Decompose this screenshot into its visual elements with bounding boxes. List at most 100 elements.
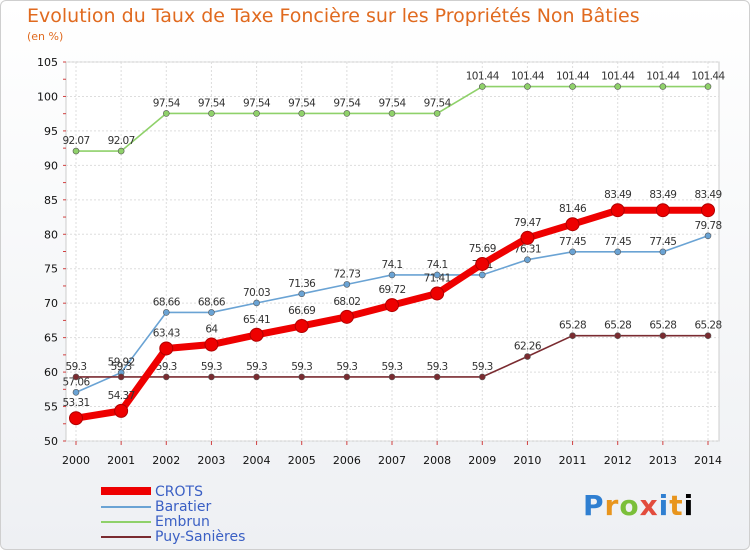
data-point bbox=[388, 110, 396, 117]
data-point bbox=[430, 286, 445, 301]
data-point bbox=[159, 341, 174, 356]
data-point bbox=[565, 217, 580, 232]
data-point bbox=[475, 256, 490, 271]
data-label: 101.44 bbox=[556, 71, 590, 83]
data-label: 59.3 bbox=[111, 361, 132, 373]
x-tick-label: 2001 bbox=[107, 454, 135, 467]
logo-letter: r bbox=[604, 489, 620, 522]
logo-letter: o bbox=[619, 489, 640, 522]
x-tick-label: 2009 bbox=[468, 454, 496, 467]
data-point bbox=[208, 373, 215, 381]
y-tick-label: 75 bbox=[44, 263, 58, 276]
data-point bbox=[524, 83, 531, 90]
data-label: 97.54 bbox=[424, 97, 452, 109]
data-label: 59.92 bbox=[108, 357, 135, 369]
data-label: 92.07 bbox=[108, 135, 135, 147]
data-label: 97.54 bbox=[153, 97, 181, 109]
data-point bbox=[524, 256, 531, 264]
y-tick-label: 85 bbox=[44, 194, 58, 207]
data-point bbox=[614, 83, 622, 90]
chart-subtitle: (en %) bbox=[27, 30, 64, 43]
y-tick-label: 105 bbox=[37, 56, 58, 69]
data-point bbox=[72, 389, 80, 396]
data-point bbox=[343, 281, 351, 288]
data-point bbox=[208, 309, 215, 316]
data-label: 59.3 bbox=[66, 361, 87, 373]
y-tick-label: 80 bbox=[44, 228, 58, 241]
data-label: 59.3 bbox=[246, 361, 267, 373]
y-tick-label: 70 bbox=[44, 297, 58, 310]
x-tick-label: 2005 bbox=[288, 454, 316, 467]
legend-label: CROTS bbox=[155, 484, 203, 500]
data-label: 62.26 bbox=[514, 341, 542, 353]
data-label: 83.49 bbox=[649, 189, 676, 201]
y-tick-label: 100 bbox=[37, 90, 58, 103]
x-tick-label: 2008 bbox=[423, 454, 451, 467]
data-label: 68.66 bbox=[198, 296, 226, 308]
x-tick-label: 2014 bbox=[694, 454, 722, 467]
data-point bbox=[298, 110, 306, 117]
x-tick-label: 2000 bbox=[62, 454, 90, 467]
x-tick-label: 2012 bbox=[604, 454, 632, 467]
data-label: 59.3 bbox=[472, 361, 493, 373]
data-point bbox=[162, 373, 170, 381]
data-point bbox=[343, 373, 351, 381]
data-label: 77.45 bbox=[649, 236, 676, 248]
data-point bbox=[478, 83, 486, 90]
data-label: 72.73 bbox=[333, 268, 360, 280]
legend-label: Embrun bbox=[155, 514, 210, 530]
data-label: 65.28 bbox=[604, 320, 631, 332]
data-label: 75.69 bbox=[469, 243, 496, 255]
x-tick-label: 2011 bbox=[559, 454, 587, 467]
y-tick-label: 55 bbox=[44, 401, 58, 414]
data-point bbox=[114, 403, 129, 418]
data-point bbox=[520, 230, 535, 245]
data-point bbox=[253, 299, 260, 307]
data-label: 101.44 bbox=[601, 71, 635, 83]
data-point bbox=[204, 337, 219, 352]
data-point bbox=[117, 373, 125, 381]
data-label: 77.45 bbox=[604, 236, 631, 248]
x-tick-label: 2010 bbox=[513, 454, 541, 467]
logo-letter: x bbox=[639, 489, 659, 522]
data-point bbox=[253, 110, 260, 117]
data-label: 81.46 bbox=[559, 203, 587, 215]
data-point bbox=[433, 110, 441, 117]
data-label: 65.28 bbox=[694, 320, 721, 332]
data-label: 74.1 bbox=[382, 259, 403, 271]
y-tick-label: 90 bbox=[44, 159, 58, 172]
data-point bbox=[704, 232, 712, 240]
data-label: 77.45 bbox=[559, 236, 586, 248]
legend-swatch bbox=[101, 487, 151, 495]
data-point bbox=[610, 203, 625, 218]
data-point bbox=[388, 271, 396, 279]
data-point bbox=[117, 147, 125, 155]
data-point bbox=[208, 110, 215, 117]
data-label: 83.49 bbox=[604, 189, 631, 201]
data-label: 101.44 bbox=[646, 71, 680, 83]
chart-title: Evolution du Taux de Taxe Foncière sur l… bbox=[27, 5, 640, 27]
x-tick-label: 2002 bbox=[152, 454, 180, 467]
data-point bbox=[569, 248, 576, 256]
x-tick-label: 2003 bbox=[197, 454, 225, 467]
data-label: 71.41 bbox=[424, 272, 451, 284]
data-point bbox=[655, 203, 670, 218]
data-label: 59.3 bbox=[382, 361, 403, 373]
data-label: 65.28 bbox=[559, 320, 586, 332]
data-point bbox=[614, 332, 622, 340]
data-label: 74.1 bbox=[427, 259, 448, 271]
data-label: 97.54 bbox=[198, 97, 226, 109]
data-label: 101.44 bbox=[511, 71, 545, 83]
data-point bbox=[72, 373, 80, 381]
y-tick-label: 65 bbox=[44, 332, 58, 345]
data-label: 63.43 bbox=[153, 327, 180, 339]
data-label: 64 bbox=[205, 324, 218, 336]
proxiti-logo: Proxiti bbox=[583, 489, 694, 522]
data-point bbox=[72, 147, 80, 155]
legend-swatch bbox=[101, 536, 151, 538]
data-point bbox=[659, 83, 667, 90]
data-label: 79.78 bbox=[694, 220, 721, 232]
data-point bbox=[433, 373, 441, 381]
data-label: 83.49 bbox=[694, 189, 721, 201]
